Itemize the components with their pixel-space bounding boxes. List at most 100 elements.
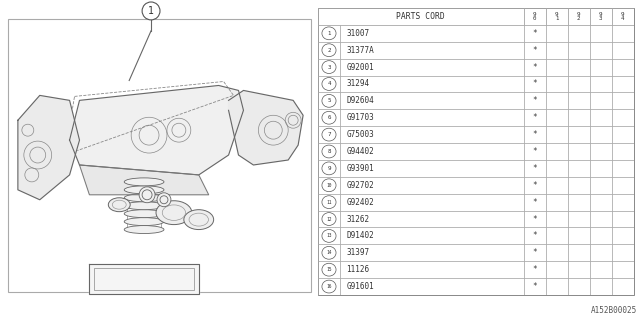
Bar [318,261,340,278]
Bar [612,211,634,228]
Text: 9
2: 9 2 [577,12,580,21]
Text: 6: 6 [327,115,331,120]
Bar [524,42,546,59]
Bar [568,109,589,126]
Polygon shape [90,264,199,294]
Text: G93901: G93901 [346,164,374,173]
Bar [589,211,612,228]
Circle shape [322,280,336,293]
Text: 13: 13 [326,233,332,238]
Bar [340,109,524,126]
Text: PARTS CORD: PARTS CORD [397,12,445,21]
Bar [340,278,524,295]
Text: *: * [532,214,537,224]
Text: 16: 16 [326,284,332,289]
Text: G94402: G94402 [346,147,374,156]
Circle shape [160,196,168,204]
Text: *: * [532,198,537,207]
Bar [612,8,634,25]
Bar [524,92,546,109]
Bar [318,59,340,76]
Bar [546,194,568,211]
Bar [340,228,524,244]
Bar [589,177,612,194]
Text: 31007: 31007 [346,29,369,38]
Ellipse shape [124,202,164,210]
Bar [340,160,524,177]
Text: *: * [532,265,537,274]
Text: G92402: G92402 [346,198,374,207]
Polygon shape [70,85,243,175]
Text: *: * [532,29,537,38]
Bar [318,194,340,211]
Bar [524,244,546,261]
Bar [524,261,546,278]
Text: 10: 10 [326,183,332,188]
Text: A152B00025: A152B00025 [591,306,637,315]
Text: *: * [532,46,537,55]
Text: G75003: G75003 [346,130,374,139]
Circle shape [322,44,336,57]
Bar [568,25,589,42]
Bar [318,8,524,25]
Bar [318,25,340,42]
Text: 14: 14 [326,250,332,255]
Bar [546,59,568,76]
Bar [318,177,340,194]
Bar [340,59,524,76]
Ellipse shape [108,198,130,212]
Ellipse shape [124,218,164,226]
Bar [568,92,589,109]
Bar [524,160,546,177]
Text: 8: 8 [327,149,331,154]
Bar [589,228,612,244]
Bar [318,126,340,143]
Bar [568,8,589,25]
Bar [589,109,612,126]
Bar [8,19,311,292]
Text: *: * [532,63,537,72]
Text: 31397: 31397 [346,248,369,257]
Bar [340,76,524,92]
Text: 11: 11 [326,200,332,205]
Bar [612,177,634,194]
Text: D91402: D91402 [346,231,374,240]
Bar [612,42,634,59]
Text: 9
3: 9 3 [599,12,602,21]
Bar [318,42,340,59]
Bar [589,278,612,295]
Bar [318,143,340,160]
Bar [340,25,524,42]
Bar [612,194,634,211]
Text: G91601: G91601 [346,282,374,291]
Bar [612,59,634,76]
Polygon shape [79,165,209,195]
Bar [340,211,524,228]
Text: 31377A: 31377A [346,46,374,55]
Bar [318,160,340,177]
Bar [524,25,546,42]
Bar [546,92,568,109]
Bar [546,177,568,194]
Bar [612,25,634,42]
Bar [589,76,612,92]
Polygon shape [228,91,303,165]
Bar [612,143,634,160]
Bar [546,25,568,42]
Ellipse shape [124,186,164,194]
Bar [524,278,546,295]
Text: 15: 15 [326,267,332,272]
Circle shape [322,145,336,158]
Bar [340,143,524,160]
Bar [524,228,546,244]
Text: *: * [532,96,537,105]
Ellipse shape [184,210,214,229]
Bar [568,76,589,92]
Circle shape [322,61,336,74]
Bar [589,143,612,160]
Text: 5: 5 [327,98,331,103]
Bar [524,126,546,143]
Text: *: * [532,113,537,122]
Text: 9
0: 9 0 [533,12,536,21]
Bar [318,76,340,92]
